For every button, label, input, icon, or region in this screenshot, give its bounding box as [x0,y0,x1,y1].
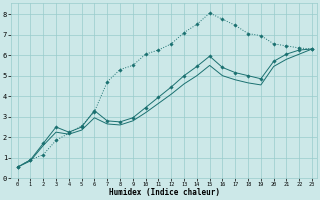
X-axis label: Humidex (Indice chaleur): Humidex (Indice chaleur) [109,188,220,197]
